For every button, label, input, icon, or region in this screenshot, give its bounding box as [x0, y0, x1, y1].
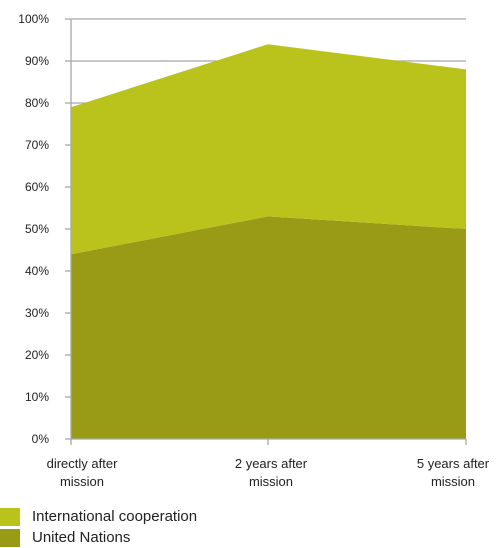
- legend-swatch-international-cooperation: [0, 507, 20, 526]
- x-tick-label: mission: [431, 474, 475, 489]
- x-tick-label: 2 years after: [235, 456, 308, 471]
- x-tick-label: mission: [249, 474, 293, 489]
- y-tick-label: 0%: [32, 432, 50, 446]
- area-united-nations: [71, 216, 466, 439]
- legend-item-international-cooperation: International cooperation: [0, 506, 197, 527]
- y-tick-label: 40%: [25, 264, 49, 278]
- legend-label-international-cooperation: International cooperation: [32, 508, 198, 525]
- x-tick-labels: directly after mission 2 years after missio…: [47, 456, 490, 489]
- legend-item-united-nations: United Nations: [0, 527, 197, 548]
- y-tick-label: 90%: [25, 54, 49, 68]
- axes: [65, 18, 467, 445]
- y-tick-label: 70%: [25, 138, 49, 152]
- legend-label-united-nations: United Nations: [32, 529, 131, 546]
- legend-swatch-united-nations: [0, 528, 20, 547]
- y-tick-label: 100%: [18, 12, 49, 26]
- legend: International cooperation United Nations: [0, 506, 197, 548]
- areas: [71, 44, 466, 439]
- y-tick-label: 60%: [25, 180, 49, 194]
- y-tick-label: 20%: [25, 348, 49, 362]
- y-tick-label: 80%: [25, 96, 49, 110]
- area-chart: 0% 10% 20% 30% 40% 50% 60% 70% 80% 90% 100% direct…: [18, 12, 490, 489]
- y-tick-label: 30%: [25, 306, 49, 320]
- y-tick-label: 50%: [25, 222, 49, 236]
- area-international-cooperation: [71, 44, 466, 255]
- y-tick-label: 10%: [25, 390, 49, 404]
- x-tick-label: 5 years after: [417, 456, 490, 471]
- x-tick-label: mission: [60, 474, 104, 489]
- y-tick-labels: 0% 10% 20% 30% 40% 50% 60% 70% 80% 90% 100%: [18, 12, 49, 446]
- x-tick-label: directly after: [47, 456, 118, 471]
